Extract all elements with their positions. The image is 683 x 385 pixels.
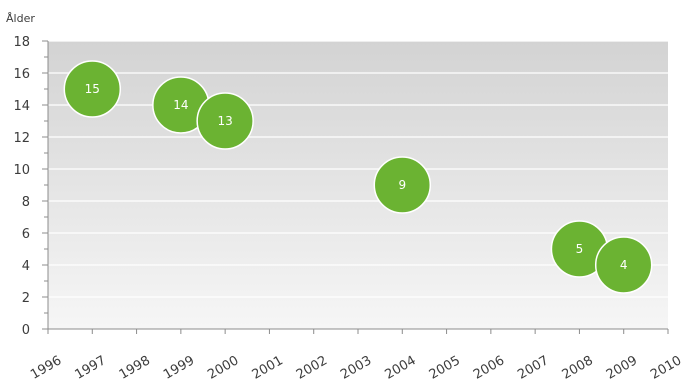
- x-tick-label: 2001: [250, 353, 286, 383]
- y-tick-label: 2: [22, 291, 30, 306]
- y-tick-label: 12: [13, 131, 30, 146]
- y-tick-label: 0: [22, 323, 30, 338]
- plot-area: [48, 41, 668, 329]
- x-tick-label: 1999: [161, 353, 197, 383]
- data-point-bubble: [196, 92, 254, 150]
- data-point-bubble: [373, 156, 432, 214]
- data-point: 13: [196, 92, 254, 150]
- data-point-bubble: [63, 60, 122, 118]
- y-axis-label: Ålder: [6, 12, 35, 25]
- y-tick-label: 14: [13, 99, 30, 114]
- data-point-label: 15: [85, 82, 100, 96]
- data-point: 4: [594, 236, 653, 294]
- x-tick-label: 2007: [515, 353, 551, 383]
- data-points: 15 14 13 9 5 4: [63, 60, 653, 294]
- data-point: 14: [152, 76, 210, 134]
- x-tick-label: 2000: [205, 353, 241, 383]
- data-point-label: 4: [620, 258, 628, 272]
- gridlines: [48, 40, 668, 298]
- x-tick-label: 2009: [604, 353, 640, 383]
- x-tick-label: 1998: [117, 353, 153, 383]
- x-tick-label: 2005: [427, 353, 463, 383]
- data-point-label: 13: [218, 114, 233, 128]
- y-tick-label: 18: [13, 35, 30, 50]
- x-tick-label: 1997: [72, 353, 108, 383]
- x-tick-label: 2010: [648, 353, 683, 383]
- data-point: 15: [63, 60, 122, 118]
- x-tick-label: 2004: [382, 353, 418, 383]
- x-tick-label: 2008: [560, 353, 596, 383]
- y-tick-label: 10: [13, 163, 30, 178]
- data-point-label: 9: [398, 178, 406, 192]
- x-tick-label: 2002: [294, 353, 330, 383]
- x-tick-label: 2006: [471, 353, 507, 383]
- x-tick-label: 1996: [28, 353, 64, 383]
- data-point-label: 5: [576, 242, 584, 256]
- data-point-bubble: [594, 236, 653, 294]
- data-point-label: 14: [173, 98, 188, 112]
- y-tick-label: 4: [22, 259, 30, 274]
- y-tick-label: 6: [22, 227, 30, 242]
- y-tick-label: 8: [22, 195, 30, 210]
- y-tick-label: 16: [13, 67, 30, 82]
- x-tick-label: 2003: [338, 353, 374, 383]
- data-point: 9: [373, 156, 432, 214]
